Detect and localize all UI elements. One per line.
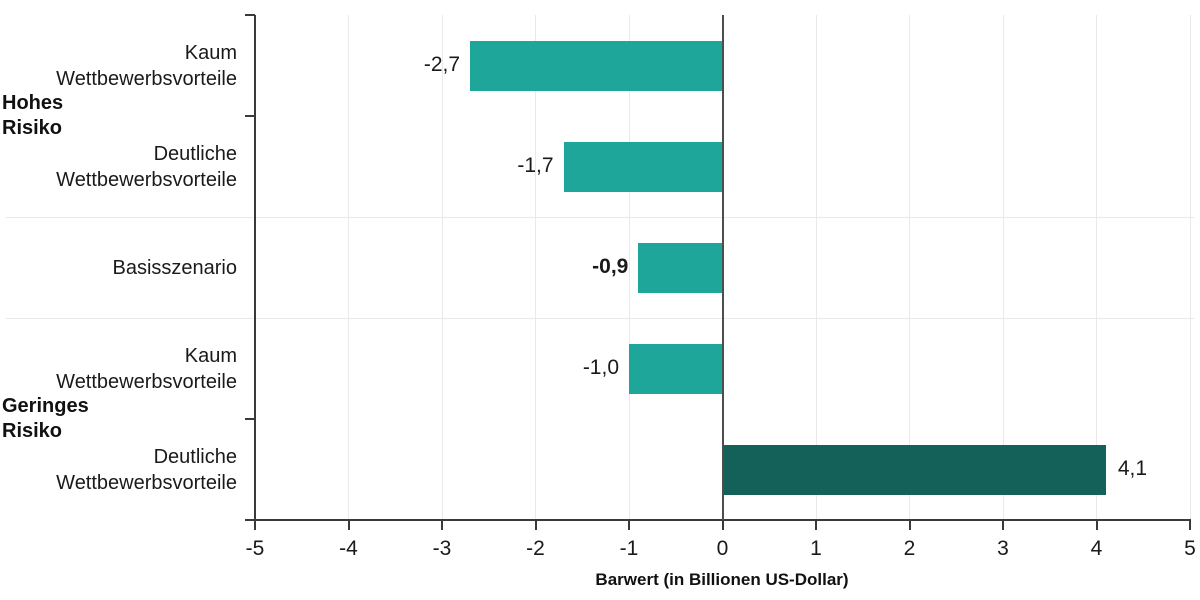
x-axis-tick [347,521,350,530]
gridline [815,15,817,520]
group-label: Hohes Risiko [2,91,63,141]
x-tick-label: 3 [997,537,1009,560]
x-tick-label: 5 [1184,537,1196,560]
x-tick-label: 1 [810,537,822,560]
x-tick-label: -1 [619,537,639,560]
category-label-line: Wettbewerbsvorteile [56,471,237,494]
gridline [1002,15,1004,520]
x-axis-tick [254,521,256,530]
group-separator [6,317,1194,319]
x-axis-tick [1002,521,1004,530]
group-label-line: Geringes [2,395,89,417]
category-label: Kaum Wettbewerbsvorteile [5,40,237,92]
x-axis-tick [1189,521,1191,530]
y-axis-line [254,15,256,521]
x-tick-label: -3 [432,537,452,560]
gridline [1189,15,1191,520]
group-label-line: Risiko [2,420,63,442]
category-label-line: Kaum [184,344,237,367]
x-axis-tick [1095,521,1098,530]
category-label: Kaum Wettbewerbsvorteile [5,343,237,395]
y-axis-tick [245,115,255,117]
category-label: Basisszenario [5,255,237,281]
bar-value-label: 4,1 [1117,456,1148,480]
category-label-line: Deutliche [153,445,237,468]
gridline [348,15,349,520]
bar-value-label: -0,9 [592,254,629,278]
x-tick-label: 0 [716,537,729,560]
bar [629,343,723,394]
y-axis-tick [245,14,255,16]
x-axis-title: Barwert (in Billionen US-Dollar) [595,570,849,589]
gridline [441,15,443,520]
gridline [909,15,910,520]
x-axis-tick [534,521,537,530]
zero-line [721,15,724,520]
x-axis-tick [815,521,817,530]
category-label: Deutliche Wettbewerbsvorteile [5,444,237,496]
gridline [535,15,536,520]
category-label-line: Wettbewerbsvorteile [56,67,237,90]
x-tick-label: -2 [526,537,545,560]
x-axis-tick [628,521,630,530]
group-separator [6,216,1194,218]
y-axis-tick [245,418,255,420]
category-label-line: Kaum [184,41,237,64]
category-label-line: Wettbewerbsvorteile [56,168,237,191]
group-label-line: Risiko [2,117,63,139]
bar [563,141,723,192]
group-label: Geringes Risiko [2,394,89,444]
bar-value-label: -1,0 [582,355,619,379]
x-tick-label: 4 [1090,537,1103,560]
category-label-line: Basisszenario [112,256,237,279]
x-axis-tick [441,521,443,530]
x-tick-label: -5 [245,537,265,560]
x-axis-tick [721,521,724,530]
gridline [628,15,630,520]
bar [470,40,723,91]
group-label-line: Hohes [2,92,64,114]
bar-value-label: -2,7 [423,52,461,76]
category-label-line: Deutliche [153,142,237,165]
x-axis-tick [908,521,911,530]
bar-value-label: -1,7 [517,153,554,177]
bar [638,242,723,293]
x-axis-line [245,519,1191,521]
gridline [1096,15,1097,520]
x-tick-label: 2 [903,537,916,560]
bar [722,444,1106,495]
x-tick-label: -4 [339,537,358,560]
category-label-line: Wettbewerbsvorteile [56,370,237,393]
category-label: Deutliche Wettbewerbsvorteile [5,141,237,193]
